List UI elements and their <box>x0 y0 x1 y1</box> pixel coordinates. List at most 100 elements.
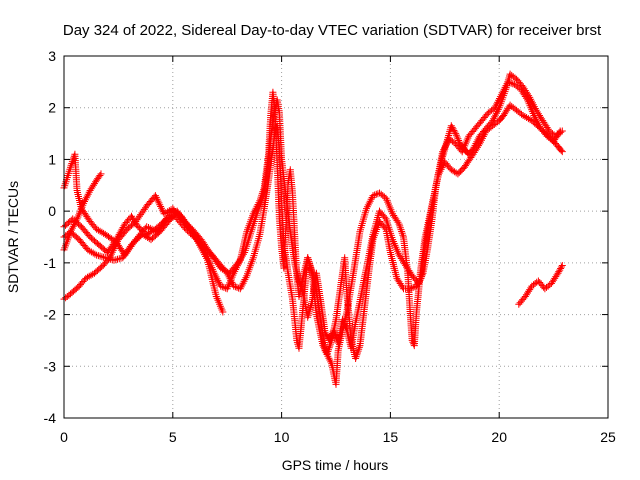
chart-title: Day 324 of 2022, Sidereal Day-to-day VTE… <box>63 22 602 39</box>
data-point <box>298 347 300 350</box>
data-point <box>287 272 289 275</box>
data-point <box>367 256 370 259</box>
data-point <box>398 254 400 256</box>
x-axis-label: GPS time / hours <box>282 457 389 473</box>
data-point <box>78 238 80 241</box>
data-point <box>87 249 89 251</box>
data-point <box>69 293 72 295</box>
data-point <box>122 256 124 259</box>
data-point <box>509 73 511 75</box>
data-point <box>533 114 535 117</box>
data-point <box>359 344 361 347</box>
data-point <box>228 272 231 275</box>
data-point <box>337 342 340 344</box>
data-point <box>113 259 115 262</box>
data-point <box>311 300 313 303</box>
series-track-e <box>60 78 564 352</box>
data-point <box>126 228 128 230</box>
data-point <box>491 119 494 122</box>
data-point <box>80 225 83 228</box>
data-point <box>491 125 494 127</box>
data-point <box>352 272 355 275</box>
data-point <box>359 300 361 303</box>
data-point <box>85 277 87 280</box>
data-point <box>507 81 509 83</box>
data-point <box>520 88 522 91</box>
data-point <box>550 282 553 285</box>
data-point <box>409 308 411 311</box>
data-point <box>243 251 246 254</box>
data-point <box>422 272 424 275</box>
series-markers <box>60 78 564 352</box>
data-point <box>337 350 340 352</box>
data-point <box>335 318 337 321</box>
data-point <box>544 287 546 290</box>
data-point <box>494 106 496 109</box>
data-point <box>335 383 337 386</box>
data-point <box>513 83 516 86</box>
data-point <box>509 104 511 106</box>
data-point <box>89 220 91 223</box>
data-point <box>411 275 414 277</box>
y-tick-label: -4 <box>44 410 57 426</box>
data-point <box>420 267 422 269</box>
series-track-c <box>60 101 566 362</box>
data-point <box>457 173 459 175</box>
data-point <box>145 205 148 207</box>
data-point <box>71 218 74 220</box>
data-point <box>219 285 222 287</box>
data-point <box>481 119 483 122</box>
data-point <box>385 218 387 220</box>
data-point <box>280 158 283 161</box>
axis-ticks: 0 5 10 15 20 25 -4 -3 -2 -1 0 1 2 3 <box>44 48 616 445</box>
y-tick-label: -3 <box>44 358 57 374</box>
data-point <box>378 192 381 194</box>
data-point <box>150 238 152 241</box>
data-point <box>272 91 274 93</box>
data-point <box>215 295 218 298</box>
data-point <box>237 262 239 264</box>
data-point <box>176 210 178 212</box>
data-point <box>306 256 309 259</box>
data-point <box>252 256 255 259</box>
data-point <box>535 109 537 112</box>
data-point <box>232 285 235 287</box>
data-point <box>211 254 213 256</box>
x-tick-label: 0 <box>60 429 68 445</box>
data-point <box>359 231 361 233</box>
data-point <box>296 339 298 342</box>
data-point <box>154 194 157 197</box>
data-point <box>561 264 564 267</box>
data-point <box>500 94 503 96</box>
data-point <box>515 78 518 81</box>
data-point <box>315 272 318 275</box>
data-point <box>82 202 85 205</box>
data-point <box>276 163 279 166</box>
data-point <box>163 212 165 215</box>
data-point <box>557 145 559 148</box>
data-point <box>239 287 242 290</box>
data-point <box>74 153 76 156</box>
data-point <box>385 197 387 199</box>
y-axis-label: SDTVAR / TECUs <box>5 181 21 293</box>
data-point <box>219 267 222 269</box>
data-point <box>402 287 405 290</box>
data-point <box>202 246 205 249</box>
y-tick-label: 3 <box>48 48 56 64</box>
data-point <box>430 220 433 223</box>
y-tick-label: -2 <box>44 307 57 323</box>
y-tick-label: -1 <box>44 255 57 271</box>
data-point <box>154 228 157 230</box>
data-point <box>498 119 501 122</box>
data-point <box>485 127 487 130</box>
data-point <box>95 179 98 181</box>
data-point <box>298 295 300 298</box>
data-point <box>413 344 416 347</box>
data-point <box>522 86 524 88</box>
data-point <box>246 231 248 233</box>
data-point <box>104 256 107 259</box>
data-point <box>398 223 400 225</box>
data-point <box>272 119 274 122</box>
data-point <box>69 166 72 168</box>
